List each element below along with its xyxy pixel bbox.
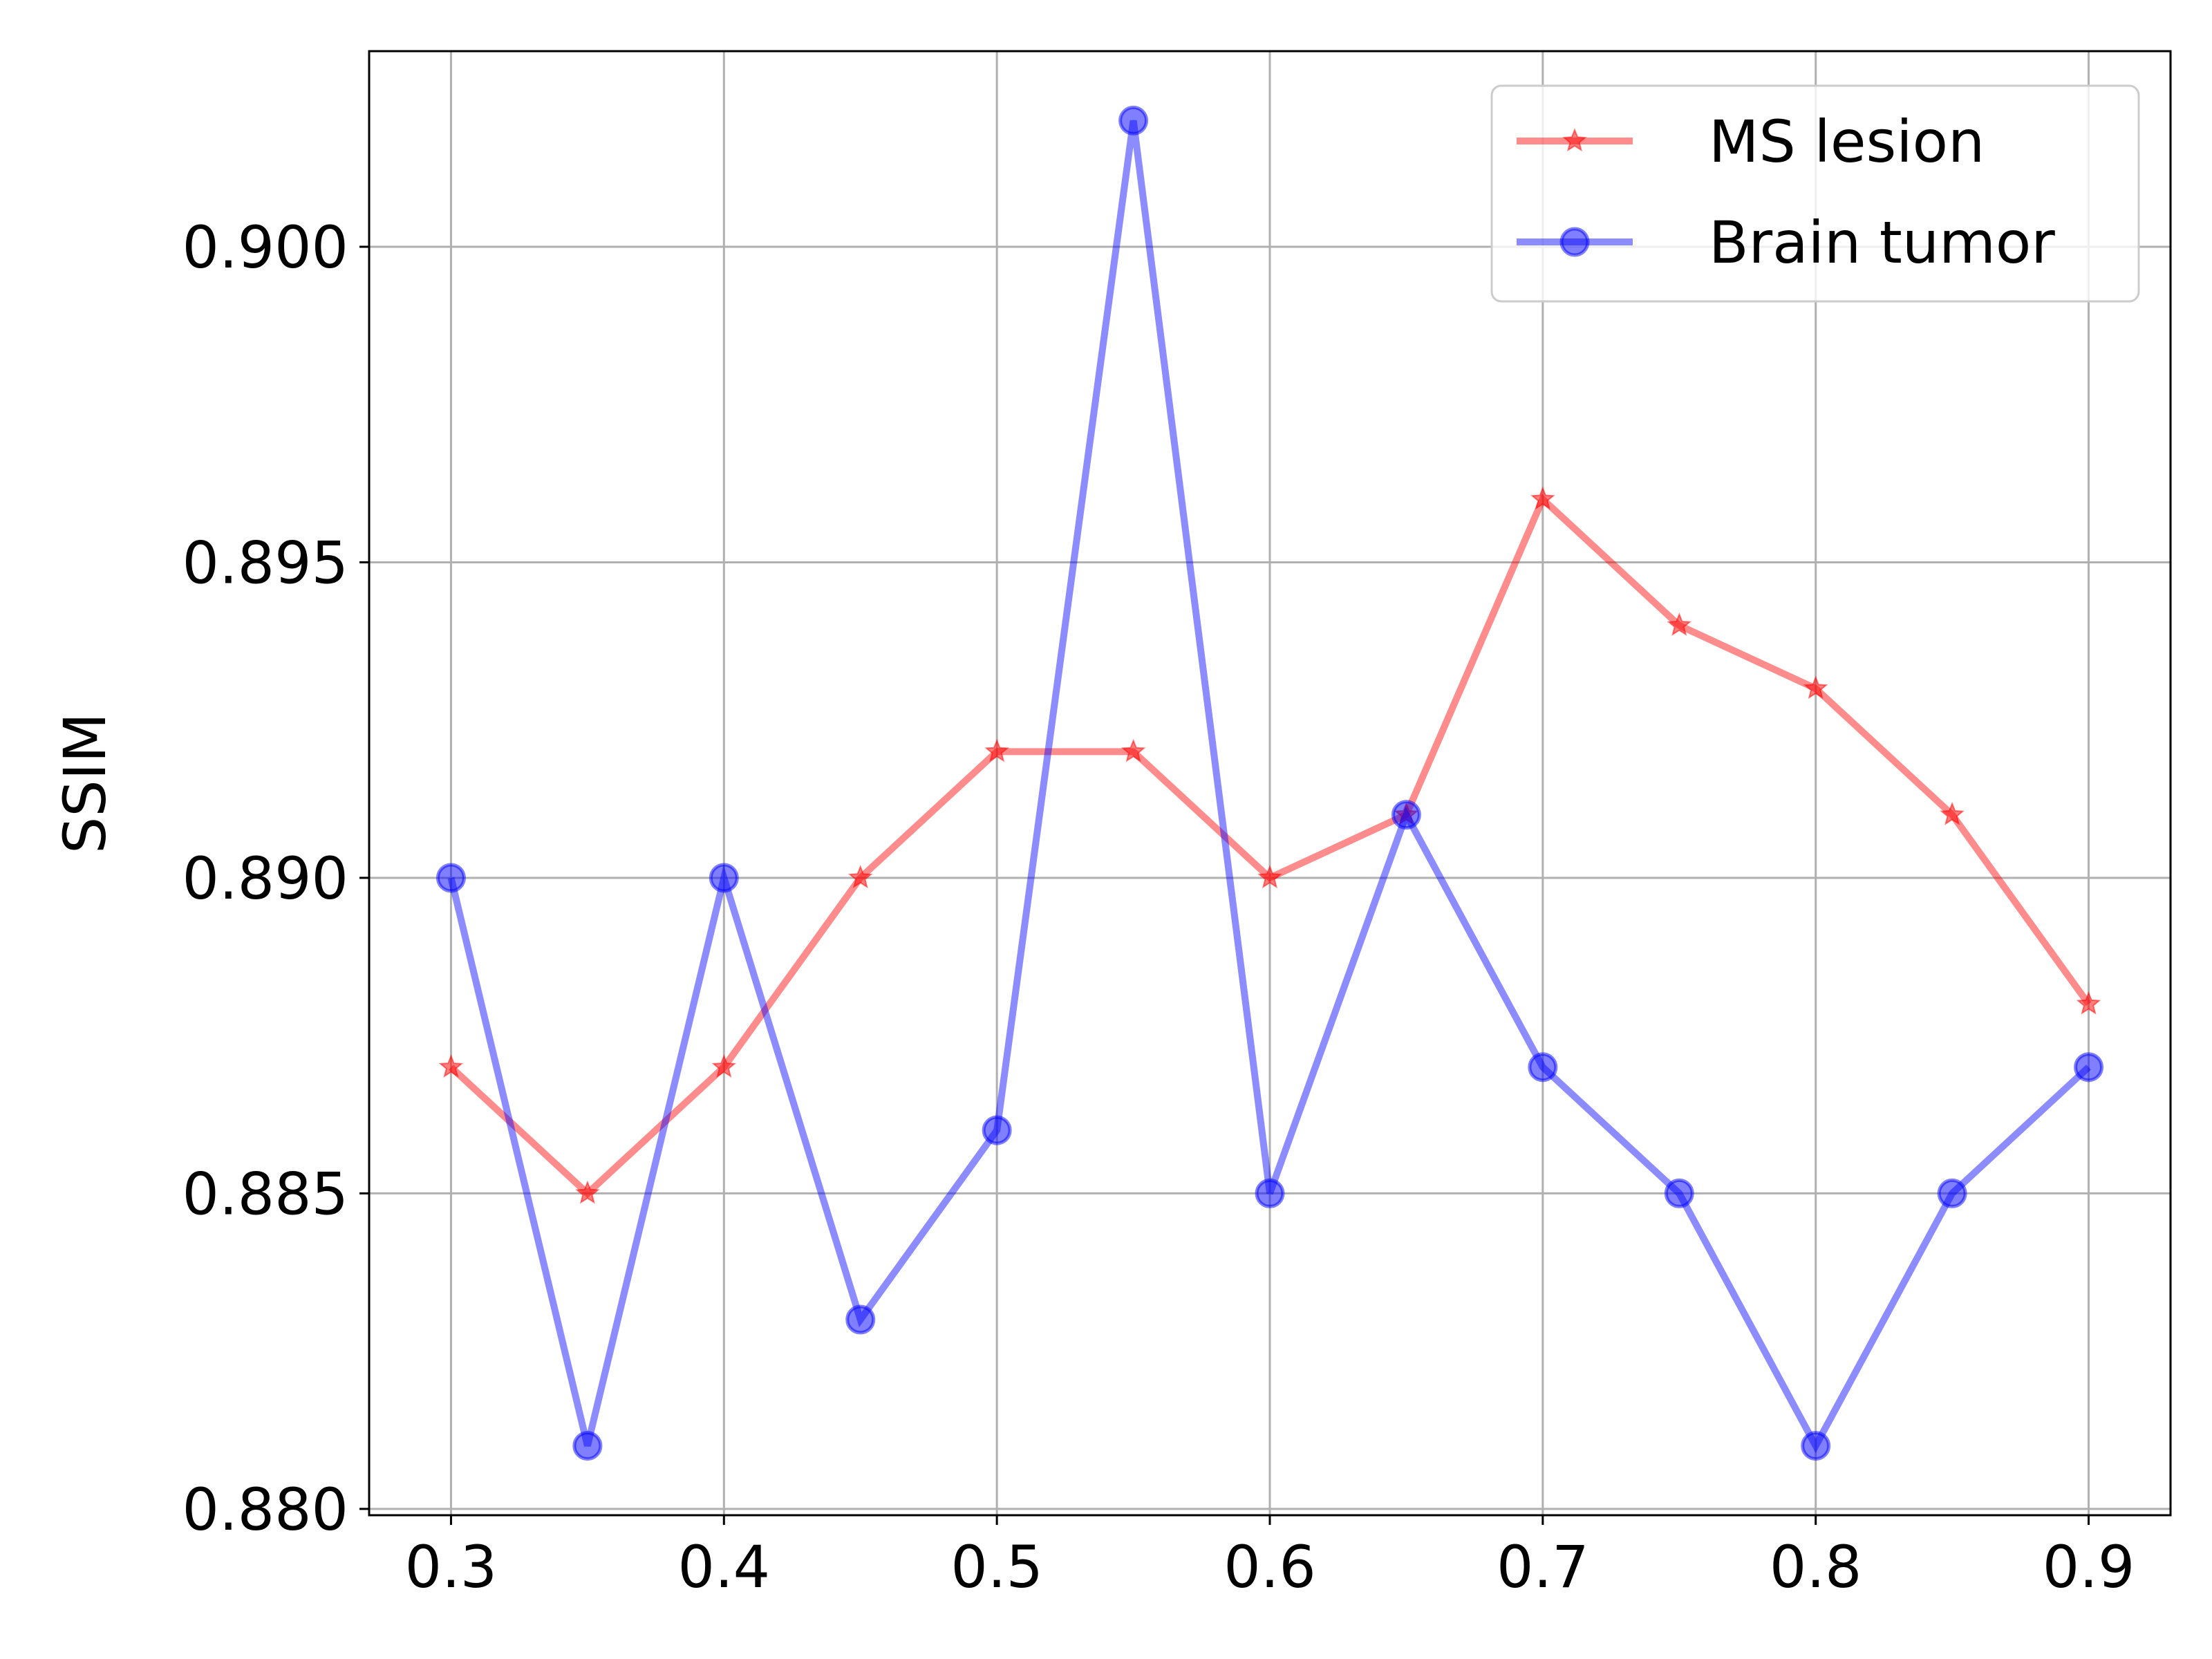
ms-lesion-point [1803,675,1828,700]
brain-tumor-point [1664,1178,1694,1208]
x-tick-label: 0.7 [1497,1533,1589,1601]
legend: MS lesion Brain tumor [1490,84,2140,303]
x-tick-label: 0.8 [1770,1533,1862,1601]
ms-lesion-point [438,1054,464,1078]
x-tick-label: 0.3 [405,1533,498,1601]
brain-tumor-point [1118,105,1149,135]
legend-item-brain-tumor: Brain tumor [1517,209,2055,276]
y-tick-label: 0.900 [182,214,348,281]
brain-tumor-point [1528,1052,1558,1082]
brain-tumor-point [1391,800,1421,830]
ms-lesion-point [1121,738,1146,762]
brain-tumor-point [435,863,466,893]
brain-tumor-point [845,1304,876,1335]
legend-label: Brain tumor [1709,209,2055,276]
ms-lesion-point [1667,612,1692,636]
series-ms-lesion [438,486,2101,1204]
ms-lesion-point [1257,865,1282,889]
brain-tumor-point [1255,1178,1285,1208]
brain-tumor-point [572,1431,603,1461]
legend-label: MS lesion [1709,108,1985,176]
y-tick-label: 0.885 [182,1160,348,1228]
ms-lesion-point [575,1180,600,1204]
ms-lesion-point [2076,991,2101,1015]
y-tick-label: 0.890 [182,845,348,912]
axis-ticks: 0.3 0.4 0.5 0.6 0.7 0.8 0.9 0.880 0.885 0.890 0.89… [182,214,2135,1601]
series-layer [435,105,2104,1461]
brain-tumor-point [709,863,739,893]
brain-tumor-point [1937,1178,1967,1208]
brain-tumor-point [1801,1431,1831,1461]
legend-swatch-marker [1562,128,1587,152]
ms-lesion-point [847,865,873,889]
ms-lesion-point [711,1054,737,1078]
legend-box [1490,84,2140,303]
x-tick-label: 0.9 [2043,1533,2135,1601]
y-tick-label: 0.895 [182,529,348,597]
brain-tumor-point [982,1115,1012,1145]
series-brain-tumor [435,105,2104,1461]
ms-lesion-point [1940,801,1965,825]
ms-lesion-point [984,738,1009,762]
x-tick-label: 0.6 [1224,1533,1316,1601]
x-tick-label: 0.4 [678,1533,771,1601]
legend-swatch-marker [1559,227,1590,257]
ms-lesion-point [1530,486,1555,510]
legend-item-ms-lesion: MS lesion [1517,108,1985,176]
brain-tumor-point [2074,1052,2104,1082]
x-tick-label: 0.5 [950,1533,1043,1601]
y-axis-label: SSIM [51,713,119,854]
y-tick-label: 0.880 [182,1476,348,1544]
